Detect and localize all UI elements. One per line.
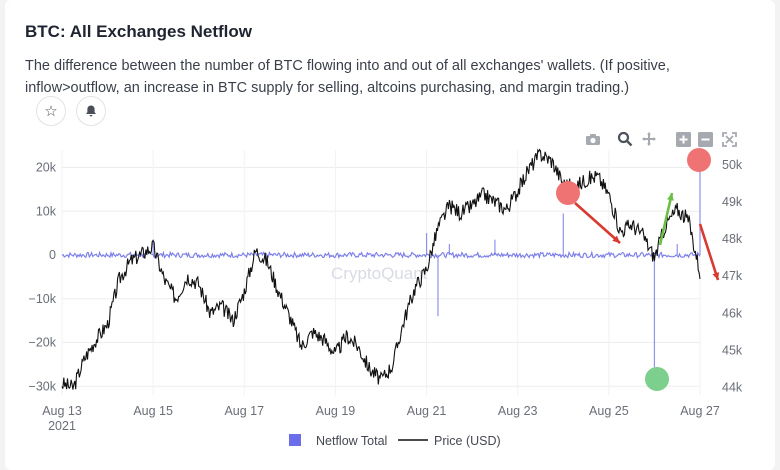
chart-title: BTC: All Exchanges Netflow xyxy=(25,22,253,41)
y-left-tick-label: −30k xyxy=(29,379,57,393)
legend[interactable]: Netflow Total Price (USD) xyxy=(289,434,501,448)
bell-icon[interactable] xyxy=(76,96,106,126)
price-line xyxy=(61,148,701,390)
x-tick-label: Aug 21 xyxy=(407,404,447,418)
x-tick-label: Aug 23 xyxy=(498,404,538,418)
y-right-ticks: 50k 49k 48k 47k 46k 45k 44k xyxy=(722,158,743,395)
zoom-icon[interactable] xyxy=(616,130,634,148)
y-right-tick-label: 45k xyxy=(722,343,743,357)
zoom-out-icon[interactable] xyxy=(696,130,714,148)
netflow-line xyxy=(61,250,701,260)
down-arrow-shaft xyxy=(574,202,621,244)
autoscale-icon[interactable] xyxy=(720,130,738,148)
x-year-label: 2021 xyxy=(48,419,76,433)
green-marker xyxy=(645,367,669,391)
red-marker xyxy=(556,181,580,205)
pan-icon[interactable] xyxy=(640,130,658,148)
y-right-tick-label: 46k xyxy=(722,306,743,320)
y-left-tick-label: −20k xyxy=(29,336,57,350)
watermark: CryptoQuant xyxy=(331,264,428,283)
legend-label-price: Price (USD) xyxy=(434,434,501,448)
star-icon[interactable]: ☆ xyxy=(36,96,66,126)
up-arrow xyxy=(658,192,674,246)
up-arrow-shaft xyxy=(658,192,674,246)
legend-label-netflow: Netflow Total xyxy=(316,434,387,448)
down-arrow xyxy=(574,202,621,244)
y-right-tick-label: 47k xyxy=(722,269,743,283)
chart-description: The difference between the number of BTC… xyxy=(25,58,670,96)
zoom-in-icon[interactable] xyxy=(674,130,692,148)
y-right-tick-label: 48k xyxy=(722,232,743,246)
up-arrow-head xyxy=(666,193,674,201)
down-arrow-head xyxy=(712,272,720,280)
chart-card xyxy=(5,0,775,470)
down-arrow xyxy=(698,223,720,281)
y-left-tick-label: 20k xyxy=(36,161,57,175)
bell-glyph xyxy=(86,105,96,117)
camera-icon[interactable] xyxy=(584,130,602,148)
x-ticks: Aug 13 Aug 15 Aug 17 Aug 19 Aug 21 Aug 23 Aug … xyxy=(42,404,720,433)
y-left-tick-label: 10k xyxy=(36,204,57,218)
price-series xyxy=(61,148,701,390)
annotations xyxy=(556,148,720,391)
down-arrow-shaft xyxy=(698,223,720,281)
x-tick-label: Aug 17 xyxy=(224,404,264,418)
x-tick-label: Aug 13 xyxy=(42,404,82,418)
red-marker xyxy=(687,148,711,172)
down-arrow-head xyxy=(612,235,620,243)
y-right-tick-label: 50k xyxy=(722,158,743,172)
x-tick-label: Aug 25 xyxy=(589,404,629,418)
y-left-tick-label: −10k xyxy=(29,292,57,306)
legend-swatch-netflow xyxy=(289,434,301,446)
grid xyxy=(61,150,701,395)
x-tick-label: Aug 15 xyxy=(133,404,173,418)
y-right-tick-label: 49k xyxy=(722,195,743,209)
x-tick-label: Aug 19 xyxy=(316,404,356,418)
y-left-tick-label: 0 xyxy=(49,248,56,262)
y-left-ticks: 20k 10k 0 −10k −20k −30k xyxy=(29,161,57,394)
x-tick-label: Aug 27 xyxy=(680,404,720,418)
y-right-tick-label: 44k xyxy=(722,381,743,395)
